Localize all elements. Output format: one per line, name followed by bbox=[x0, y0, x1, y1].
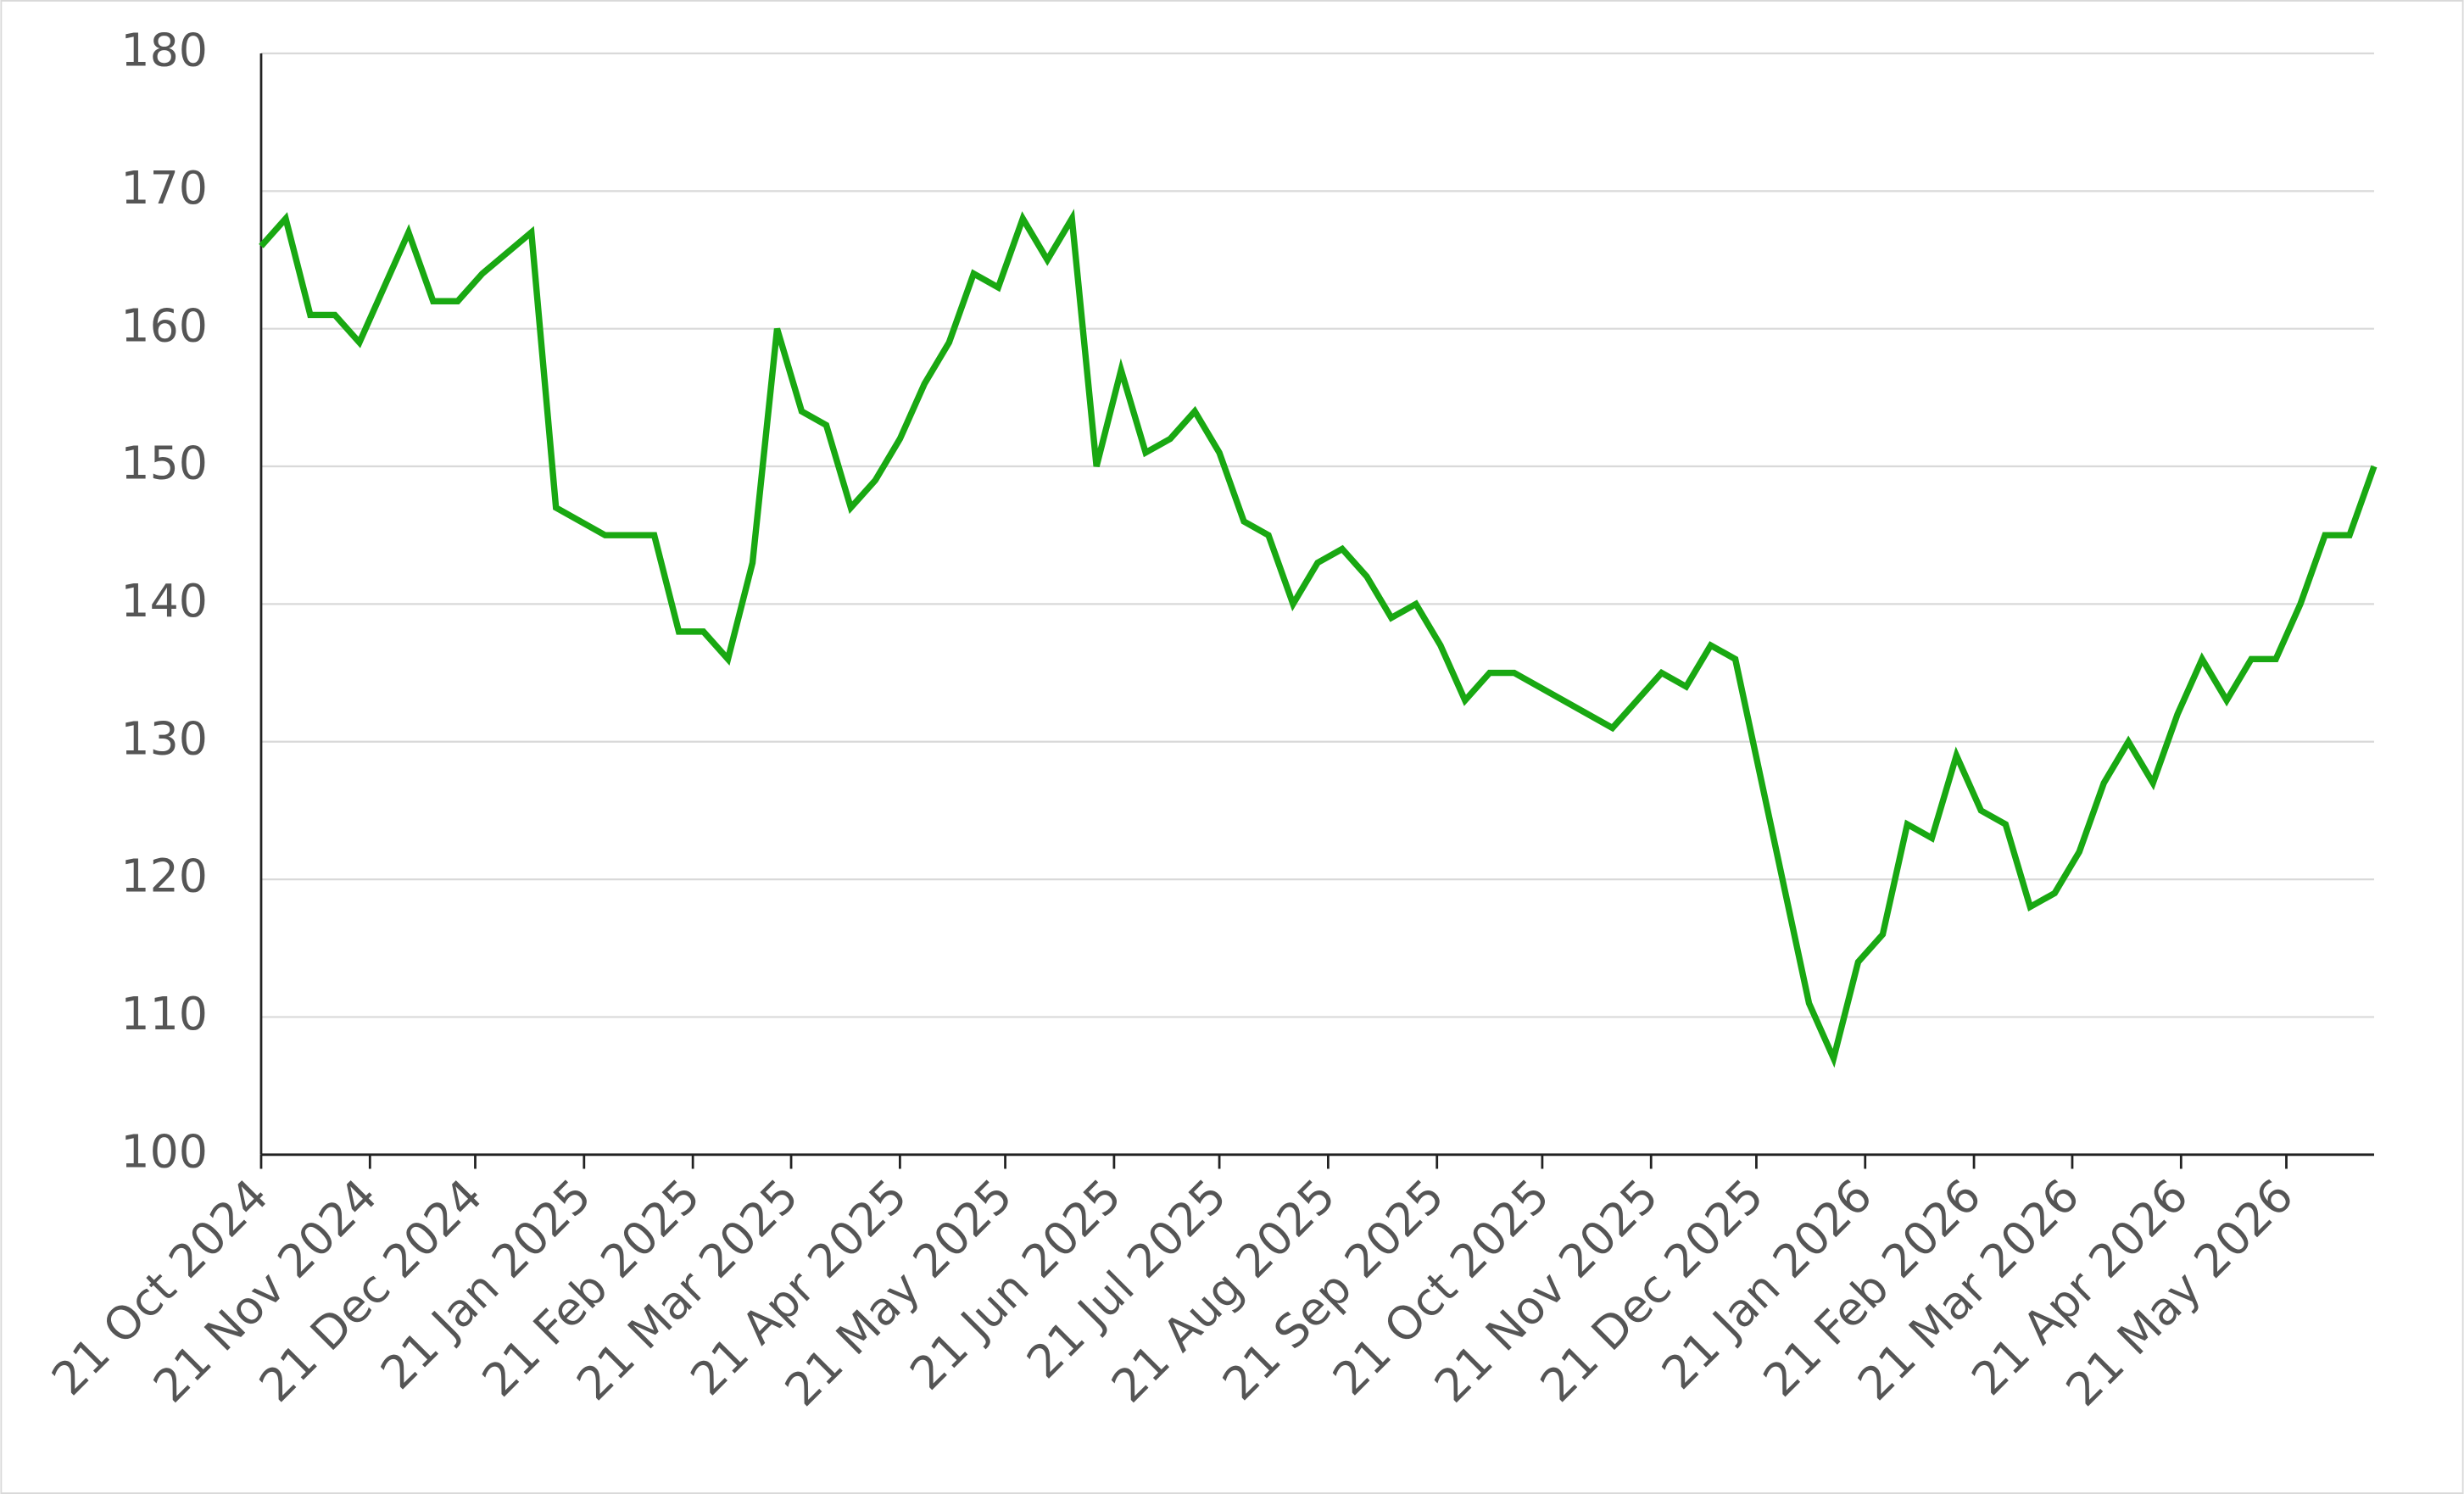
y-tick-label: 150 bbox=[120, 437, 208, 490]
y-tick-label: 140 bbox=[120, 574, 208, 627]
y-tick-label: 110 bbox=[120, 987, 208, 1040]
data-line bbox=[259, 209, 2378, 1068]
y-tick-label: 100 bbox=[120, 1124, 208, 1178]
y-tick-label: 170 bbox=[120, 161, 208, 215]
y-tick-label: 120 bbox=[120, 850, 208, 903]
y-tick-label: 180 bbox=[120, 24, 208, 77]
y-tick-label: 130 bbox=[120, 711, 208, 765]
y-tick-label: 160 bbox=[120, 298, 208, 352]
